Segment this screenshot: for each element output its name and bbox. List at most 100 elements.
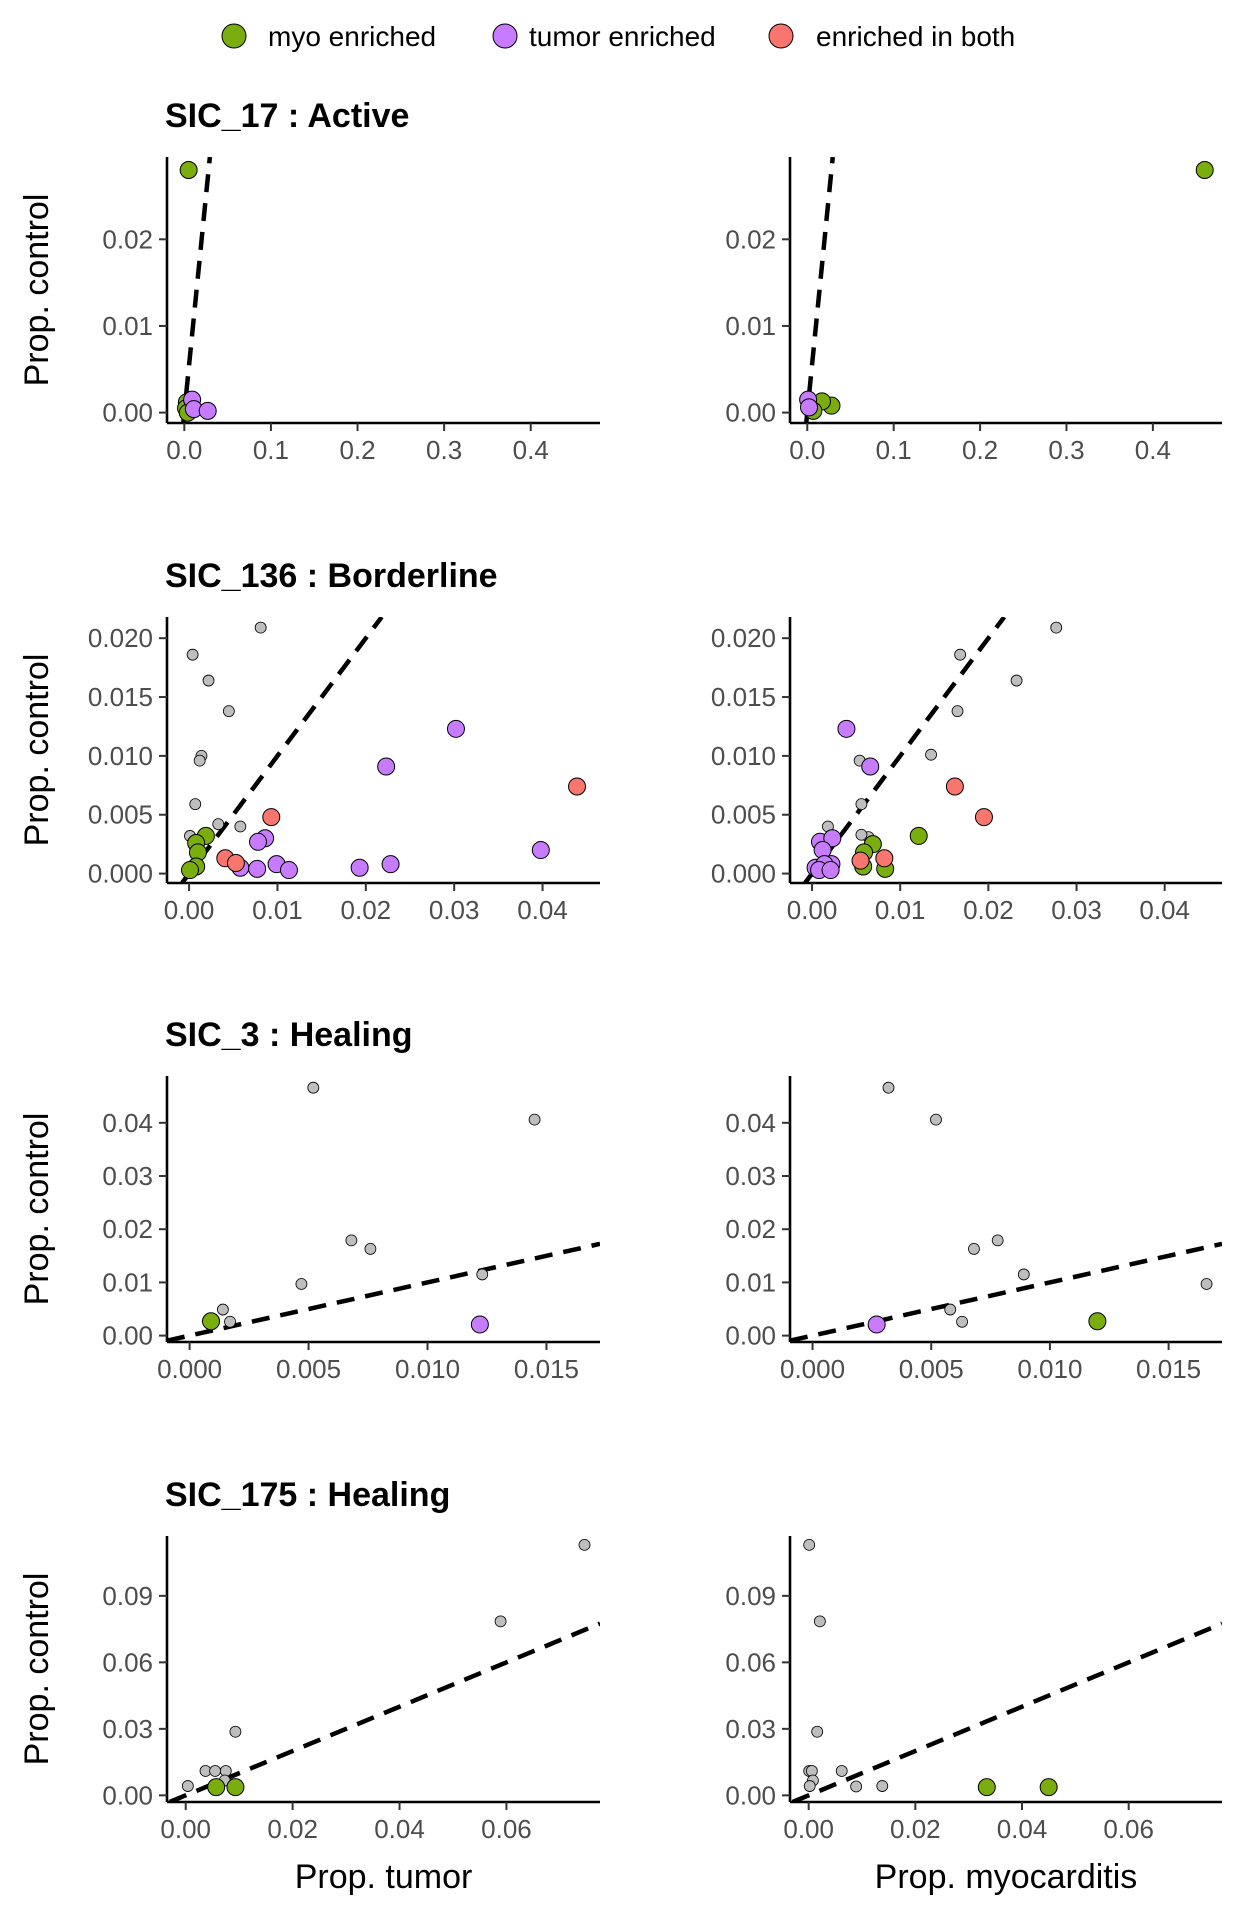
x-tick-label: 0.3 (1048, 435, 1084, 465)
y-tick-label: 0.03 (725, 1714, 776, 1744)
x-tick-label: 0.4 (1135, 435, 1171, 465)
y-tick-label: 0.01 (102, 1267, 153, 1297)
point-tumor (381, 855, 400, 874)
x-tick-label: 0.005 (276, 1354, 341, 1384)
point-both (226, 853, 245, 872)
panel-5: 0.000 0.005 0.010 0.015 0.00 0.01 0.02 0.03 0.04… (18, 1016, 600, 1384)
legend: myo enriched tumor enriched enriched in … (221, 21, 1015, 52)
point-both (568, 777, 587, 796)
x-tick-label: 0.00 (783, 1814, 834, 1844)
y-axis-label: Prop. control (18, 194, 56, 387)
y-tick-label: 0.04 (725, 1108, 776, 1138)
x-tick-label: 0.04 (374, 1814, 425, 1844)
x-tick-label: 0.02 (341, 895, 392, 925)
y-tick-label: 0.06 (102, 1647, 153, 1677)
point-both (851, 851, 870, 870)
y-tick-label: 0.010 (88, 741, 153, 771)
point-myo (909, 826, 928, 845)
identity-line (790, 1241, 1222, 1342)
panel-6: 0.000 0.005 0.010 0.015 0.00 0.01 0.02 0.03 0.04 (725, 1076, 1222, 1384)
point-both (945, 777, 964, 796)
x-tick-label: 0.00 (164, 895, 215, 925)
x-axis-label: Prop. tumor (295, 1858, 473, 1896)
y-tick-label: 0.02 (102, 1214, 153, 1244)
y-tick-label: 0.005 (88, 800, 153, 830)
x-tick-label: 0.000 (780, 1354, 845, 1384)
point-none (254, 621, 267, 634)
point-tumor (837, 719, 856, 738)
y-tick-label: 0.02 (102, 224, 153, 254)
identity-line (791, 1621, 1222, 1802)
point-none (186, 648, 199, 661)
x-tick-label: 0.3 (426, 435, 462, 465)
point-myo (1195, 160, 1214, 179)
identity-line (804, 157, 836, 423)
panel-title: SIC_136 : Borderline (165, 557, 498, 595)
point-both (262, 808, 281, 827)
x-tick-label: 0.03 (1051, 895, 1102, 925)
point-tumor (279, 861, 298, 880)
x-tick-label: 0.2 (339, 435, 375, 465)
y-axis-label: Prop. control (18, 654, 56, 847)
identity-line (803, 617, 1007, 883)
y-tick-label: 0.015 (88, 682, 153, 712)
y-tick-label: 0.00 (102, 1780, 153, 1810)
x-axis-label: Prop. myocarditis (875, 1858, 1138, 1896)
point-myo (977, 1778, 996, 1797)
point-both (875, 849, 894, 868)
point-none (930, 1113, 942, 1126)
y-tick-label: 0.06 (725, 1647, 776, 1677)
panel-1: 0.0 0.1 0.2 0.3 0.4 0.00 0.01 0.02 SIC_17 : Acti… (18, 97, 600, 465)
legend-label-tumor: tumor enriched (529, 21, 716, 52)
point-none (855, 798, 868, 811)
legend-label-myo: myo enriched (268, 21, 436, 52)
x-tick-label: 0.04 (997, 1814, 1048, 1844)
y-tick-label: 0.09 (725, 1581, 776, 1611)
point-none (1050, 621, 1063, 634)
point-none (803, 1538, 816, 1551)
point-none (1017, 1268, 1030, 1281)
y-axis-label: Prop. control (18, 1573, 56, 1766)
point-both (974, 808, 993, 827)
point-none (882, 1081, 895, 1094)
point-tumor (823, 829, 842, 848)
panel-4: 0.00 0.01 0.02 0.03 0.04 0.000 0.005 0.010 0.015… (711, 617, 1222, 925)
point-none (944, 1303, 957, 1316)
x-tick-label: 0.005 (899, 1354, 964, 1384)
x-tick-label: 0.4 (513, 435, 549, 465)
legend-swatch-both (768, 23, 794, 49)
point-none (224, 1315, 236, 1328)
panels: 0.0 0.1 0.2 0.3 0.4 0.00 0.01 0.02 SIC_17 : Acti… (18, 97, 1222, 1896)
y-tick-label: 0.015 (711, 682, 776, 712)
x-tick-label: 0.0 (166, 435, 202, 465)
point-myo (1088, 1312, 1107, 1331)
point-tumor (249, 832, 268, 851)
y-tick-label: 0.00 (725, 398, 776, 428)
x-tick-label: 0.02 (890, 1814, 941, 1844)
legend-swatch-tumor (492, 23, 518, 49)
point-none (212, 818, 225, 831)
point-none (295, 1278, 308, 1290)
y-tick-label: 0.020 (88, 623, 153, 653)
panel-2: 0.0 0.1 0.2 0.3 0.4 0.00 0.01 0.02 (725, 157, 1222, 465)
panel-title: SIC_175 : Healing (165, 1476, 450, 1514)
point-myo (226, 1778, 245, 1797)
point-none (364, 1243, 377, 1255)
point-none (528, 1113, 541, 1126)
point-none (234, 820, 247, 833)
y-tick-label: 0.00 (102, 1321, 153, 1351)
point-tumor (821, 861, 840, 880)
y-tick-label: 0.00 (102, 398, 153, 428)
x-tick-label: 0.06 (1103, 1814, 1154, 1844)
point-none (494, 1615, 507, 1628)
point-none (476, 1268, 489, 1281)
point-myo (180, 861, 199, 880)
y-tick-label: 0.02 (725, 1214, 776, 1244)
point-none (222, 705, 235, 718)
y-tick-label: 0.03 (102, 1161, 153, 1191)
point-tumor (198, 401, 217, 420)
point-tumor (350, 858, 369, 877)
point-tumor (470, 1315, 489, 1334)
y-tick-label: 0.04 (102, 1108, 153, 1138)
point-none (345, 1234, 358, 1247)
